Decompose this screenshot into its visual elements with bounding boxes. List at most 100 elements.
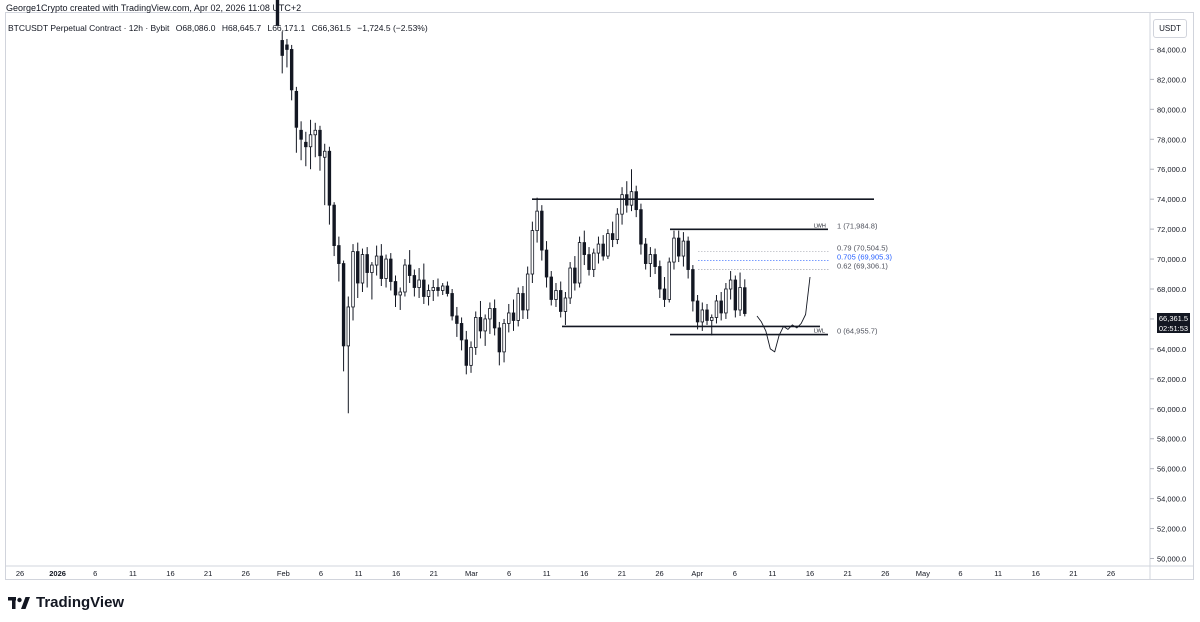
candle-down: [587, 254, 591, 270]
time-tick-label: 21: [430, 569, 438, 578]
candle-down: [677, 237, 681, 257]
price-tick-label: 80,000.0: [1157, 105, 1186, 114]
time-tick-label: May: [916, 569, 930, 578]
candle-down: [289, 49, 294, 91]
candle-down: [691, 269, 695, 302]
candle-down: [733, 279, 738, 311]
candle-up: [738, 287, 742, 311]
candle-down: [341, 263, 346, 347]
candle-down: [540, 210, 544, 251]
candle-up: [469, 346, 473, 366]
price-tick-label: 64,000.0: [1157, 345, 1186, 354]
candle-up: [488, 308, 492, 320]
symbol-legend: BTCUSDT Perpetual Contract · 12h · Bybit…: [8, 23, 432, 33]
price-tick-label: 56,000.0: [1157, 465, 1186, 474]
candle-up: [700, 309, 704, 323]
fib-level-label: 0.705 (69,905.3): [837, 252, 893, 261]
candle-up: [346, 306, 350, 347]
time-tick-label: 6: [319, 569, 323, 578]
price-tick-label: 54,000.0: [1157, 495, 1186, 504]
candle-down: [275, 0, 280, 26]
candle-down: [511, 312, 516, 321]
candle-down: [686, 240, 690, 270]
price-tick-label: 62,000.0: [1157, 375, 1186, 384]
candle-down: [639, 209, 643, 245]
time-tick-label: 11: [994, 569, 1002, 578]
lwl-label: LWL: [814, 329, 825, 335]
candle-up: [710, 317, 714, 321]
candle-up: [620, 194, 624, 215]
candle-up: [516, 293, 520, 321]
candle-up: [440, 285, 445, 291]
tradingview-logo[interactable]: TradingView: [8, 594, 124, 611]
high-value: H68,645.7: [221, 23, 262, 33]
fib-level-label: 1 (71,984.8): [837, 221, 878, 230]
open-value: O68,086.0: [175, 23, 216, 33]
time-tick-label: 26: [16, 569, 24, 578]
candle-up: [535, 210, 539, 232]
projected-path[interactable]: [756, 276, 811, 353]
price-tick-label: 72,000.0: [1157, 225, 1186, 234]
candle-up: [554, 290, 558, 300]
candle-up: [483, 318, 487, 332]
candle-down: [332, 204, 336, 246]
candle-down: [422, 279, 426, 297]
time-tick-label: 16: [1032, 569, 1040, 578]
chart-credit: George1Crypto created with TradingView.c…: [6, 3, 302, 13]
candle-up: [592, 252, 596, 270]
candle-down: [455, 315, 459, 324]
candle-up: [563, 297, 568, 312]
candle-down: [304, 141, 308, 148]
candle-down: [459, 323, 464, 341]
price-tick-label: 74,000.0: [1157, 195, 1186, 204]
candle-down: [662, 288, 667, 300]
time-tick-label: 2026: [49, 569, 66, 578]
change-value: −1,724.5 (−2.53%): [357, 23, 428, 33]
time-tick-label: 16: [392, 569, 400, 578]
candle-up: [672, 237, 676, 263]
time-tick-label: 16: [580, 569, 588, 578]
candle-up: [728, 279, 733, 290]
time-tick-label: 16: [806, 569, 814, 578]
low-value: L66,171.1: [267, 23, 306, 33]
time-tick-label: 11: [769, 569, 777, 578]
candle-down: [559, 290, 563, 312]
candle-down: [497, 327, 502, 353]
candle-down: [337, 245, 341, 264]
candle-down: [521, 293, 525, 311]
last-price-value: 66,361.5: [1158, 314, 1189, 323]
lwh-label: LWH: [814, 223, 826, 229]
price-tick-label: 50,000.0: [1157, 555, 1186, 564]
candle-up: [374, 255, 379, 266]
candle-down: [743, 287, 747, 314]
price-tick-label: 58,000.0: [1157, 435, 1186, 444]
time-tick-label: Feb: [277, 569, 290, 578]
time-tick-label: 6: [958, 569, 962, 578]
symbol-name[interactable]: BTCUSDT Perpetual Contract · 12h · Bybit: [8, 23, 170, 33]
candle-down: [393, 281, 398, 296]
candle-down: [450, 293, 454, 317]
candle-up: [417, 279, 421, 288]
time-tick-label: 26: [1107, 569, 1115, 578]
candle-down: [327, 150, 332, 206]
candle-down: [719, 300, 723, 314]
time-tick-label: 16: [166, 569, 174, 578]
time-tick-label: Apr: [691, 569, 703, 578]
last-price-tag: 66,361.5 02:51:53: [1157, 313, 1190, 333]
bar-countdown: 02:51:53: [1158, 323, 1189, 333]
candle-down: [582, 242, 586, 255]
price-tick-label: 68,000.0: [1157, 285, 1186, 294]
candle-down: [445, 285, 450, 294]
currency-selector[interactable]: USDT: [1153, 19, 1187, 38]
candle-down: [653, 254, 657, 267]
candle-up: [313, 129, 317, 136]
candle-down: [365, 254, 369, 273]
candle-up: [714, 300, 719, 318]
time-tick-label: 26: [655, 569, 663, 578]
candle-up: [724, 288, 728, 314]
candle-down: [285, 44, 289, 50]
candle-down: [492, 308, 497, 329]
candle-up: [596, 243, 601, 254]
candle-down: [695, 300, 700, 323]
